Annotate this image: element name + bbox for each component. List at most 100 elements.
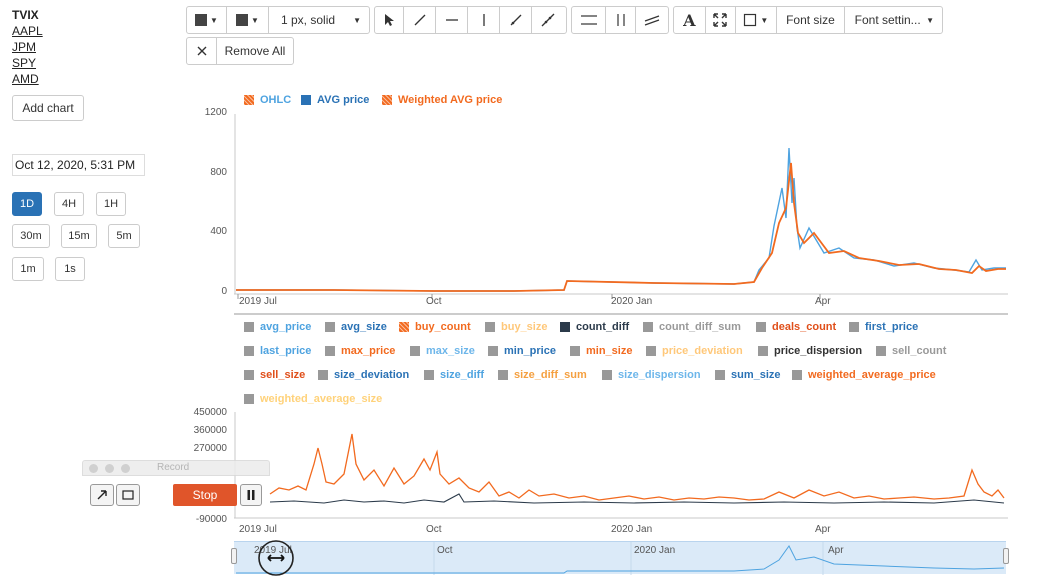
timeframe-4h-button[interactable]: 4H bbox=[54, 192, 84, 216]
series-legend-deals-count[interactable]: deals_count bbox=[756, 321, 836, 333]
series-legend-count-diff-sum[interactable]: count_diff_sum bbox=[643, 321, 741, 333]
line-tool-icon bbox=[414, 14, 425, 26]
series-legend-swatch bbox=[485, 322, 495, 332]
timeframe-1d-button[interactable]: 1D bbox=[12, 192, 42, 216]
fill-color-picker[interactable]: ▼ bbox=[227, 7, 269, 33]
series-legend-price-deviation[interactable]: price_deviation bbox=[646, 345, 743, 357]
series-legend-swatch bbox=[570, 346, 580, 356]
timeframe-30m-button[interactable]: 30m bbox=[12, 224, 50, 248]
series-legend-first-price[interactable]: first_price bbox=[849, 321, 918, 333]
price-x-tick: Apr bbox=[815, 296, 831, 307]
price-chart-plot[interactable] bbox=[234, 108, 1008, 320]
drawing-tools-group bbox=[374, 6, 567, 34]
timeframe-5m-button[interactable]: 5m bbox=[108, 224, 140, 248]
legend-ohlc[interactable]: OHLC bbox=[244, 94, 291, 106]
shape-tool-dropdown[interactable]: ▼ bbox=[736, 7, 778, 33]
series-legend-size-deviation[interactable]: size_deviation bbox=[318, 369, 409, 381]
line-style-dropdown[interactable]: 1 px, solid ▼ bbox=[269, 7, 369, 33]
font-settings-dropdown[interactable]: Font settin... ▼ bbox=[845, 7, 942, 33]
series-legend-price-dispersion[interactable]: price_dispersion bbox=[758, 345, 862, 357]
series-legend-swatch bbox=[758, 346, 768, 356]
add-chart-button[interactable]: Add chart bbox=[12, 95, 84, 121]
ticker-amd[interactable]: AMD bbox=[12, 72, 39, 86]
stroke-color-icon bbox=[195, 14, 208, 26]
timeframe-1h-button[interactable]: 1H bbox=[96, 192, 126, 216]
series-legend-buy-size[interactable]: buy_size bbox=[485, 321, 547, 333]
parallel-channel-button[interactable] bbox=[636, 7, 668, 33]
series-legend-label: sum_size bbox=[731, 369, 781, 381]
legend-weighted-avg-price-label: Weighted AVG price bbox=[398, 94, 503, 106]
series-legend-size-dispersion[interactable]: size_dispersion bbox=[602, 369, 701, 381]
window-close-icon[interactable] bbox=[89, 464, 98, 473]
navigator-right-handle[interactable] bbox=[1003, 548, 1009, 564]
recorder-pause-button[interactable] bbox=[240, 484, 262, 506]
series-legend-size-diff[interactable]: size_diff bbox=[424, 369, 484, 381]
legend-weighted-avg-price[interactable]: Weighted AVG price bbox=[382, 94, 502, 106]
series-legend-max-size[interactable]: max_size bbox=[410, 345, 475, 357]
series-legend-sum-size[interactable]: sum_size bbox=[715, 369, 781, 381]
window-minimize-icon[interactable] bbox=[105, 464, 114, 473]
horizontal-channel-button[interactable] bbox=[572, 7, 606, 33]
series-legend-label: sell_count bbox=[892, 345, 947, 357]
series-legend-weighted-average-price[interactable]: weighted_average_price bbox=[792, 369, 936, 381]
volume-y-tick: -90000 bbox=[195, 514, 227, 525]
series-legend-avg-size[interactable]: avg_size bbox=[325, 321, 387, 333]
series-legend-weighted-average-size[interactable]: weighted_average_size bbox=[244, 393, 382, 405]
vertical-channel-button[interactable] bbox=[606, 7, 636, 33]
series-legend-label: max_price bbox=[341, 345, 396, 357]
vertical-line-button[interactable] bbox=[468, 7, 500, 33]
series-legend-sell-count[interactable]: sell_count bbox=[876, 345, 946, 357]
ticker-tvix[interactable]: TVIX bbox=[12, 8, 39, 22]
recorder-rect-button[interactable] bbox=[116, 484, 140, 506]
timeframe-1s-button[interactable]: 1s bbox=[55, 257, 85, 281]
series-legend-label: price_dispersion bbox=[774, 345, 863, 357]
series-legend-min-size[interactable]: min_size bbox=[570, 345, 632, 357]
series-legend-buy-count[interactable]: buy_count bbox=[399, 321, 471, 333]
series-legend-swatch bbox=[756, 322, 766, 332]
extended-line-button[interactable] bbox=[532, 7, 564, 33]
datetime-input[interactable] bbox=[12, 154, 145, 176]
series-legend-count-diff[interactable]: count_diff bbox=[560, 321, 629, 333]
ticker-jpm[interactable]: JPM bbox=[12, 40, 36, 54]
range-navigator[interactable] bbox=[234, 541, 1006, 575]
legend-avg-price[interactable]: AVG price bbox=[301, 94, 369, 106]
cursor-tool-button[interactable] bbox=[375, 7, 404, 33]
timeframe-15m-button[interactable]: 15m bbox=[61, 224, 97, 248]
series-legend-max-price[interactable]: max_price bbox=[325, 345, 395, 357]
recorder-stop-button[interactable]: Stop bbox=[173, 484, 237, 506]
remove-all-button[interactable]: Remove All bbox=[224, 44, 286, 58]
price-y-tick: 1200 bbox=[204, 107, 227, 118]
vertical-channel-icon bbox=[616, 14, 625, 26]
series-legend-min-price[interactable]: min_price bbox=[488, 345, 556, 357]
volume-x-tick: 2019 Jul bbox=[239, 524, 277, 535]
ticker-aapl[interactable]: AAPL bbox=[12, 24, 43, 38]
text-tool-button[interactable]: A bbox=[674, 7, 706, 33]
close-icon bbox=[197, 46, 206, 56]
series-legend-label: max_size bbox=[426, 345, 475, 357]
series-legend-last-price[interactable]: last_price bbox=[244, 345, 311, 357]
series-legend-swatch bbox=[244, 346, 254, 356]
line-tool-button[interactable] bbox=[404, 7, 436, 33]
ticker-spy[interactable]: SPY bbox=[12, 56, 37, 70]
recorder-arrow-button[interactable] bbox=[90, 484, 114, 506]
fit-screen-button[interactable] bbox=[706, 7, 736, 33]
recorder-title-bar[interactable]: Record bbox=[82, 460, 270, 476]
horizontal-channel-icon bbox=[580, 15, 597, 25]
series-legend-sell-size[interactable]: sell_size bbox=[244, 369, 305, 381]
ray-icon bbox=[510, 14, 521, 26]
cursor-icon bbox=[385, 14, 394, 26]
volume-chart-plot[interactable] bbox=[234, 404, 1008, 524]
navigator-left-handle[interactable] bbox=[231, 548, 237, 564]
legend-weighted-avg-price-swatch bbox=[382, 95, 392, 105]
timeframe-1m-button[interactable]: 1m bbox=[12, 257, 44, 281]
window-maximize-icon[interactable] bbox=[121, 464, 130, 473]
series-legend-swatch bbox=[318, 370, 328, 380]
arrow-tool-icon bbox=[97, 490, 107, 500]
remove-all-close-button[interactable] bbox=[187, 38, 217, 64]
series-legend-size-diff-sum[interactable]: size_diff_sum bbox=[498, 369, 587, 381]
series-legend-avg-price[interactable]: avg_price bbox=[244, 321, 311, 333]
font-size-button[interactable]: Font size bbox=[777, 7, 845, 33]
stroke-color-picker[interactable]: ▼ bbox=[187, 7, 227, 33]
horizontal-line-button[interactable] bbox=[436, 7, 468, 33]
ray-tool-button[interactable] bbox=[500, 7, 532, 33]
